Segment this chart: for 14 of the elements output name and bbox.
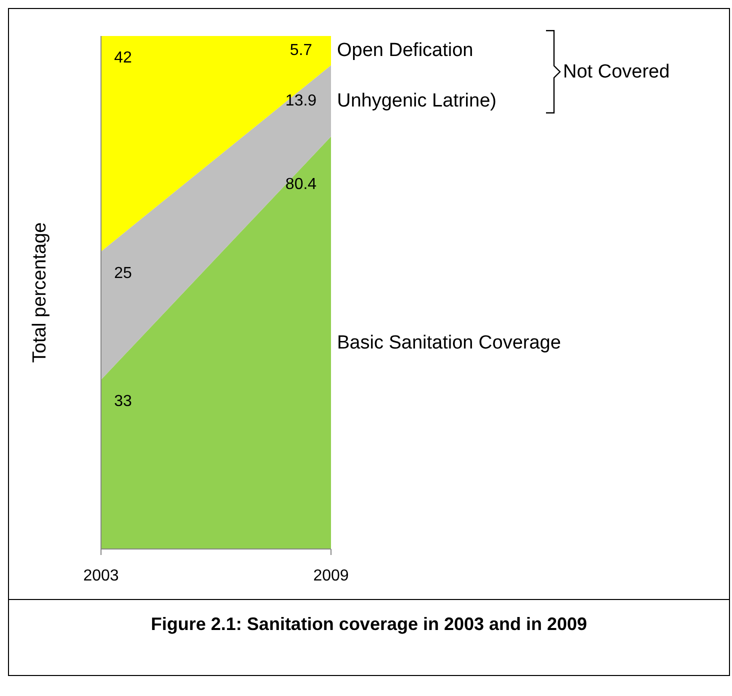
text: Figure 2.1: Sanitation coverage in 2003 and in 2009	[9, 599, 729, 675]
data-label: 5.7	[290, 42, 312, 60]
data-label: 13.9	[285, 92, 317, 110]
series-label: Open Defication	[337, 40, 474, 62]
text: Not Covered	[563, 61, 670, 82]
data-label: 80.4	[285, 176, 317, 194]
data-label: 33	[114, 393, 132, 410]
x-tick-label: 2009	[313, 567, 349, 584]
series-label: Unhygenic Latrine)	[337, 90, 496, 112]
data-label: 42	[114, 50, 132, 66]
series-label: Basic Sanitation Coverage	[337, 332, 561, 354]
y-axis-title: Total percentage	[30, 222, 51, 363]
data-label: 25	[114, 264, 132, 282]
x-tick-label: 2003	[83, 567, 119, 584]
